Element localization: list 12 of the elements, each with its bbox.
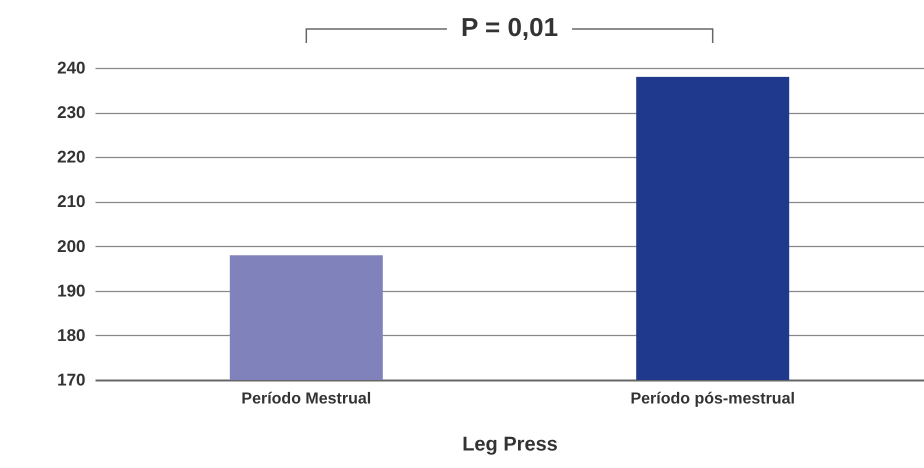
text: P = 0,01	[460, 12, 558, 42]
y-tick-label: 190	[57, 281, 86, 300]
y-tick-label: 200	[57, 236, 86, 256]
x-axis-title: Leg Press	[462, 434, 558, 456]
y-tick-label: 230	[57, 103, 86, 122]
y-tick-label: 220	[57, 148, 86, 167]
x-tick-label: Período pós-mestrual	[630, 390, 795, 408]
y-tick-label: 240	[57, 58, 86, 78]
y-tick-label: 180	[57, 326, 86, 345]
y-tick-label: 170	[57, 370, 86, 390]
x-tick-label: Período Mestrual	[241, 390, 372, 408]
y-tick-label: 210	[57, 192, 86, 212]
